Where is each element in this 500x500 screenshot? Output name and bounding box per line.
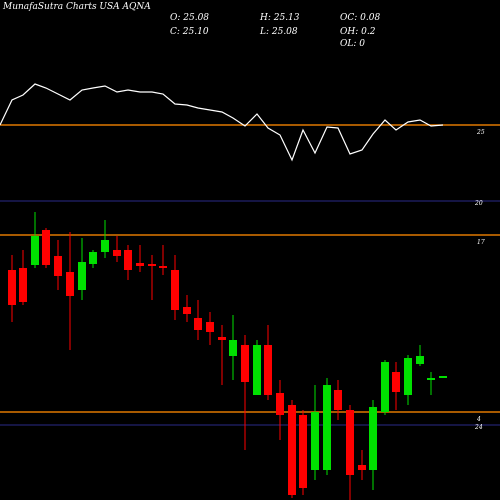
candle-body <box>392 372 400 392</box>
chart-title: MunafaSutra Charts USA AQNA <box>2 2 151 12</box>
candle-body <box>427 378 435 380</box>
candle-body <box>124 250 132 270</box>
candle-body <box>113 250 121 256</box>
candle-body <box>299 415 307 488</box>
candle-body <box>358 465 366 470</box>
candle-body <box>311 412 319 470</box>
candle-body <box>148 264 156 266</box>
candle-body <box>381 362 389 412</box>
candle-body <box>19 268 27 302</box>
header-stat: OC: 0.08 <box>340 13 380 23</box>
candle-body <box>42 230 50 265</box>
candle-body <box>101 240 109 252</box>
y-tick-label: 24 <box>474 424 483 431</box>
header-stat: L: 25.08 <box>259 27 298 37</box>
candle-body <box>334 390 342 410</box>
candle-body <box>136 263 144 266</box>
candle-body <box>264 345 272 395</box>
candle-body <box>66 272 74 296</box>
header-stat: H: 25.13 <box>259 13 300 23</box>
candle-body <box>54 256 62 276</box>
header-stat: OL: 0 <box>340 39 365 49</box>
indicator-line <box>0 83 444 162</box>
candle-body <box>89 252 97 264</box>
candle-body <box>253 345 261 395</box>
candle-body <box>8 270 16 305</box>
candle-body <box>241 345 249 382</box>
candle-body <box>404 358 412 395</box>
y-tick-label: 20 <box>474 200 483 207</box>
candle-body <box>369 407 377 470</box>
candle-body <box>194 318 202 330</box>
candle-body <box>31 236 39 265</box>
level-label: 4 <box>476 416 481 423</box>
candle-body <box>323 385 331 470</box>
candle-body <box>229 340 237 356</box>
header-stat: C: 25.10 <box>170 27 209 37</box>
candle-body <box>171 270 179 310</box>
candle-body <box>183 307 191 314</box>
candle-body <box>439 376 447 378</box>
candle-body <box>159 266 167 268</box>
level-label: 25 <box>476 129 485 136</box>
level-label: 17 <box>477 239 485 246</box>
candle-body <box>346 410 354 475</box>
candle-body <box>218 337 226 340</box>
candle-body <box>276 393 284 415</box>
header-stat: OH: 0.2 <box>340 27 376 37</box>
candle-body <box>416 356 424 364</box>
header-stat: O: 25.08 <box>170 13 209 23</box>
candle-body <box>78 262 86 290</box>
candle-body <box>288 405 296 495</box>
candle-body <box>206 322 214 332</box>
